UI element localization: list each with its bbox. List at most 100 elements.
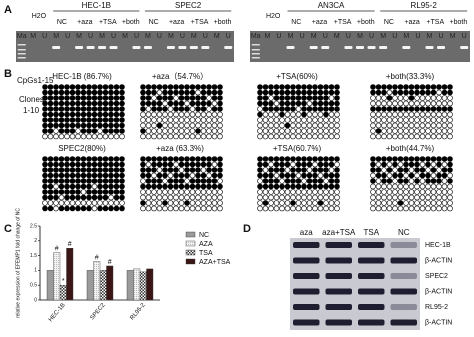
lane-label: U [157,33,162,40]
cpg-site [167,133,174,140]
cpg-site [284,183,291,190]
cpg-site [273,84,280,90]
cpg-site [156,205,163,212]
ladder-band [17,57,26,59]
cpg-site [403,84,409,90]
band [224,46,233,49]
cpg-site [162,183,168,190]
blot-band [390,304,417,310]
cpg-site [42,205,48,212]
cpg-site [184,205,190,212]
cpg-site [306,100,313,107]
cpg-site [140,122,146,129]
cpg-site [370,122,376,129]
cpg-site [173,133,179,140]
cpg-site [217,189,223,195]
cpg-site [53,95,59,101]
cpg-site [91,84,98,90]
cpg-site [273,200,280,206]
cpg-site [217,117,223,123]
cpg-site [430,200,437,206]
cpg-site [317,95,324,101]
cpg-site [447,122,453,129]
cpg-site [301,172,307,179]
cpg-site [306,194,313,201]
cpg-site [295,106,302,112]
cpg-site [375,183,382,190]
cpg-site [334,128,340,134]
cpg-site [284,117,291,123]
cpg-site [262,84,269,90]
cpg-site [436,128,442,134]
cpg-site [189,106,196,112]
band [437,46,446,49]
cpg-site [436,95,442,101]
cell-line-label: SPEC2 [175,1,202,10]
cpg-site [119,200,125,206]
cpg-site [306,128,313,134]
cpg-site [140,117,146,123]
cpg-site [91,133,98,140]
cpg-site [408,84,415,90]
cpg-site [306,111,313,118]
cpg-site [97,178,103,184]
condition-label: +both [122,19,140,26]
cpg-site [328,128,335,134]
cpg-site [178,178,185,184]
cpg-site [386,122,393,129]
cpg-site [151,200,157,206]
cpg-site [295,156,302,162]
cpg-site [75,95,81,101]
cpg-site [436,106,442,112]
band [86,46,95,49]
cpg-site [273,95,280,101]
cpg-site [328,167,335,173]
cpg-site [217,183,223,190]
band [132,46,141,49]
cpg-site [47,133,54,140]
cpg-site [301,117,307,123]
cpg-site [317,178,324,184]
cpg-site [102,89,109,96]
cpg-site [284,89,291,96]
cpg-site [386,200,393,206]
lane-label: Ma [251,33,261,40]
cpg-site [102,122,109,129]
cpg-site [419,200,426,206]
cpg-site [184,106,190,112]
cpg-site [328,178,335,184]
cpg-site [279,111,285,118]
cpg-site [386,95,393,101]
cpg-site [64,117,70,123]
cpg-site [447,111,453,118]
cpg-site [323,194,329,201]
cpg-site [162,156,168,162]
cpg-site [184,189,190,195]
cpg-site [370,133,376,140]
cpg-site [392,200,398,206]
cpg-site [200,189,207,195]
cpg-site [86,128,92,134]
cpg-site [334,161,340,168]
cpg-site [200,117,207,123]
cpg-site [403,89,409,96]
cpg-site [301,167,307,173]
cpg-site [262,95,269,101]
bar [93,261,101,301]
cpg-site [162,84,168,90]
cpg-site [317,189,324,195]
cpg-site [113,189,120,195]
cpg-site [178,172,185,179]
cpg-site [430,156,437,162]
cpg-site [184,156,190,162]
ladder-band [17,49,26,51]
cpg-site [262,194,269,201]
condition-label: +aza [312,19,327,26]
cpg-site [312,106,318,112]
cpg-site [151,117,157,123]
cpg-site [381,172,387,179]
cpg-site [386,167,393,173]
cpg-site [97,183,103,190]
cpg-site [167,205,174,212]
cpg-site [419,106,426,112]
